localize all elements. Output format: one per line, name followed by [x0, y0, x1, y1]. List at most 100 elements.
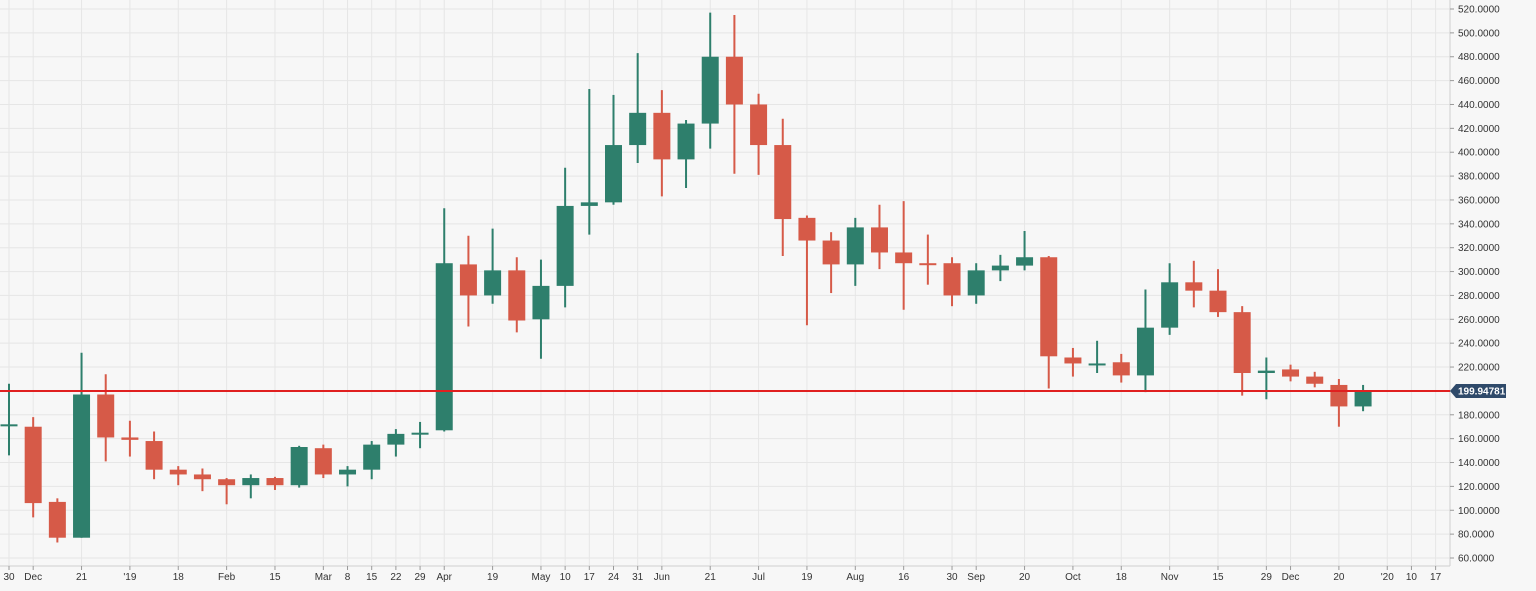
- candle: [943, 257, 961, 307]
- candle-body: [121, 437, 139, 440]
- candle-body: [218, 479, 236, 486]
- candle: [193, 468, 211, 492]
- candle-body: [1161, 282, 1179, 328]
- y-tick-label: 300.0000: [1458, 267, 1500, 278]
- candle-body: [24, 426, 42, 504]
- candle: [1016, 230, 1034, 271]
- candle: [363, 441, 381, 480]
- candle: [290, 445, 308, 488]
- y-tick-label: 120.0000: [1458, 482, 1500, 493]
- candle-body: [411, 432, 429, 435]
- candle-body: [532, 285, 550, 320]
- y-tick-label: 80.0000: [1458, 530, 1495, 541]
- candle: [556, 167, 574, 308]
- candle-body: [73, 394, 91, 538]
- candle: [314, 444, 332, 479]
- candle: [266, 476, 284, 490]
- candle-body: [48, 501, 66, 538]
- candle: [1185, 260, 1203, 308]
- candle: [411, 421, 429, 449]
- y-tick-label: 520.0000: [1458, 5, 1500, 16]
- candle-body: [0, 424, 18, 427]
- candle: [750, 93, 768, 175]
- candle-body: [798, 217, 816, 241]
- candle-body: [605, 145, 622, 203]
- candle-body: [677, 123, 695, 160]
- y-tick-label: 460.0000: [1458, 76, 1500, 87]
- x-tick-label: 17: [584, 572, 596, 583]
- candle-body: [1064, 357, 1082, 364]
- x-tick-label: Sep: [967, 572, 985, 583]
- x-tick-label: 17: [1430, 572, 1442, 583]
- price-tag-shape: [1450, 383, 1506, 398]
- candle: [1354, 384, 1372, 412]
- x-tick-label: 29: [1261, 572, 1273, 583]
- x-tick-label: Apr: [436, 572, 452, 583]
- y-tick-label: 420.0000: [1458, 124, 1500, 135]
- x-tick-label: 29: [414, 572, 426, 583]
- x-tick-label: Aug: [846, 572, 864, 583]
- y-tick-label: 500.0000: [1458, 28, 1500, 39]
- candle-body: [1354, 390, 1372, 407]
- y-tick-label: 440.0000: [1458, 100, 1500, 111]
- candle-body: [459, 264, 477, 296]
- candle-body: [242, 478, 260, 486]
- y-tick-label: 60.0000: [1458, 554, 1495, 565]
- x-tick-label: Nov: [1161, 572, 1179, 583]
- price-tag-label: 199.94781: [1458, 386, 1506, 397]
- x-tick-label: 18: [1116, 572, 1128, 583]
- candle: [1040, 256, 1058, 389]
- y-tick-label: 280.0000: [1458, 291, 1500, 302]
- candle: [145, 431, 163, 480]
- y-tick-label: 180.0000: [1458, 410, 1500, 421]
- candle-body: [991, 265, 1009, 271]
- candle: [701, 12, 719, 149]
- candle: [629, 53, 647, 163]
- candle: [653, 90, 671, 197]
- candle-body: [822, 240, 840, 265]
- candle-body: [1306, 376, 1324, 384]
- x-tick-label: 24: [608, 572, 620, 583]
- y-tick-label: 260.0000: [1458, 315, 1500, 326]
- x-tick-label: 10: [560, 572, 572, 583]
- price-tag: 199.94781: [1450, 383, 1506, 398]
- candle: [0, 383, 18, 456]
- x-tick-label: 19: [801, 572, 813, 583]
- candle-body: [1209, 290, 1227, 313]
- candle: [1136, 289, 1154, 393]
- x-tick-label: Dec: [24, 572, 42, 583]
- candle-body: [387, 433, 405, 445]
- grid: [0, 0, 1450, 566]
- candle-body: [339, 469, 357, 475]
- candle-body: [846, 227, 864, 265]
- candle-body: [750, 104, 768, 146]
- x-tick-label: 16: [898, 572, 910, 583]
- x-tick-label: 22: [390, 572, 402, 583]
- candle: [895, 201, 913, 310]
- x-axis: 30 Dec 21 '19 18 Feb 15 Mar 8 15 22 29 Apr 19 May 10 17 2…: [3, 566, 1442, 583]
- x-tick-label: 19: [487, 572, 499, 583]
- candle: [532, 259, 550, 359]
- x-tick-label: Oct: [1065, 572, 1081, 583]
- candle-body: [1282, 369, 1300, 377]
- candle-body: [314, 448, 332, 475]
- candle: [1209, 269, 1227, 317]
- candle-body: [1016, 257, 1034, 266]
- candle-body: [580, 202, 598, 206]
- candle-body: [363, 444, 381, 470]
- candle: [1282, 364, 1300, 382]
- level: 199.94781: [0, 383, 1506, 398]
- candle: [677, 119, 695, 189]
- candle: [846, 217, 864, 286]
- candle: [1112, 353, 1130, 383]
- candle-body: [653, 112, 671, 160]
- candle-body: [1136, 327, 1154, 376]
- y-tick-label: 160.0000: [1458, 434, 1500, 445]
- candle: [387, 429, 405, 457]
- candle-body: [484, 270, 502, 296]
- x-tick-label: 15: [1212, 572, 1224, 583]
- x-tick-label: Jun: [654, 572, 670, 583]
- candle: [1306, 371, 1324, 388]
- y-tick-label: 220.0000: [1458, 363, 1500, 374]
